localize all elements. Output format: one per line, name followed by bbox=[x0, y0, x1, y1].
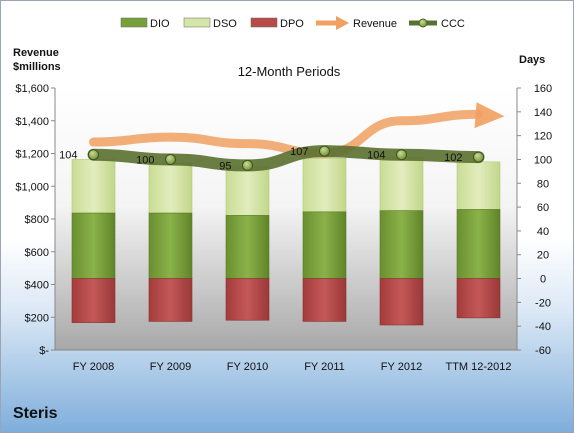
left-tick-label-4: $800 bbox=[25, 214, 49, 226]
bar-dpo-4 bbox=[379, 278, 424, 326]
left-tick-label-6: $1,200 bbox=[15, 149, 49, 161]
ccc-label-1: 100 bbox=[136, 154, 154, 166]
right-axis-label: Days bbox=[519, 54, 545, 66]
ccc-label-0: 104 bbox=[59, 150, 77, 162]
legend-label-dpo: DPO bbox=[280, 18, 304, 30]
bar-dio-2 bbox=[225, 215, 270, 279]
chart-legend: DIO DSO DPO Revenue CCC bbox=[120, 16, 465, 30]
x-tick-label-0: FY 2008 bbox=[73, 361, 114, 373]
right-tick-label-11: 160 bbox=[534, 83, 552, 95]
left-axis-label-line1: Revenue bbox=[13, 47, 59, 59]
x-tick-label-2: FY 2010 bbox=[227, 361, 268, 373]
left-tick-label-8: $1,600 bbox=[15, 83, 49, 95]
bar-dso-3 bbox=[302, 157, 347, 213]
revenue-line bbox=[89, 109, 483, 159]
ccc-marker-0 bbox=[88, 149, 99, 161]
ccc-marker-4 bbox=[396, 149, 407, 161]
legend-swatch-dso bbox=[183, 17, 211, 28]
chart-title: 12-Month Periods bbox=[238, 64, 341, 79]
bar-dio-5 bbox=[456, 209, 501, 279]
ccc-label-2: 95 bbox=[219, 160, 231, 172]
legend-swatch-dpo bbox=[250, 17, 278, 28]
bar-dio-3 bbox=[302, 211, 347, 279]
right-tick-label-8: 100 bbox=[534, 154, 552, 166]
bar-dpo-1 bbox=[148, 278, 193, 322]
bar-dpo-2 bbox=[225, 278, 270, 321]
left-tick-label-7: $1,400 bbox=[15, 116, 49, 128]
bar-dio-1 bbox=[148, 212, 193, 279]
left-tick-label-1: $200 bbox=[25, 312, 49, 324]
legend-arrowhead-revenue bbox=[336, 16, 349, 30]
right-tick-label-1: -40 bbox=[535, 321, 551, 333]
bar-dso-0 bbox=[71, 159, 116, 214]
left-tick-label-2: $400 bbox=[25, 280, 49, 292]
bar-dpo-0 bbox=[71, 278, 116, 323]
right-tick-label-6: 60 bbox=[537, 202, 549, 214]
left-axis-label-line2: $millions bbox=[13, 61, 61, 73]
legend-label-revenue: Revenue bbox=[353, 18, 397, 30]
legend-marker-ccc bbox=[418, 18, 428, 28]
ccc-label-4: 104 bbox=[367, 150, 385, 162]
right-tick-label-2: -20 bbox=[535, 297, 551, 309]
ccc-marker-2 bbox=[242, 159, 253, 171]
x-tick-label-5: TTM 12-2012 bbox=[445, 361, 511, 373]
right-tick-label-4: 20 bbox=[537, 250, 549, 262]
ccc-marker-3 bbox=[319, 145, 330, 157]
ccc-label-5: 102 bbox=[444, 152, 462, 164]
ccc-marker-1 bbox=[165, 153, 176, 165]
right-tick-label-9: 120 bbox=[534, 131, 552, 143]
legend-label-ccc: CCC bbox=[441, 18, 465, 30]
bar-dso-4 bbox=[379, 156, 424, 211]
bar-dso-5 bbox=[456, 161, 501, 210]
legend-swatch-dio bbox=[120, 17, 148, 28]
left-tick-label-3: $600 bbox=[25, 247, 49, 259]
ccc-marker-5 bbox=[473, 151, 484, 163]
bar-dio-4 bbox=[379, 210, 424, 279]
bar-dio-0 bbox=[71, 212, 116, 279]
revenue-arrowhead bbox=[474, 102, 505, 129]
right-tick-label-0: -60 bbox=[535, 345, 551, 357]
company-name: Steris bbox=[13, 405, 58, 422]
bar-dso-1 bbox=[148, 162, 193, 214]
x-tick-label-1: FY 2009 bbox=[150, 361, 191, 373]
right-tick-label-3: 0 bbox=[540, 274, 546, 286]
x-tick-label-3: FY 2011 bbox=[304, 361, 345, 373]
right-tick-label-5: 40 bbox=[537, 226, 549, 238]
bar-dpo-5 bbox=[456, 278, 501, 319]
x-tick-label-4: FY 2012 bbox=[381, 361, 422, 373]
right-tick-label-10: 140 bbox=[534, 107, 552, 119]
bar-dso-2 bbox=[225, 166, 270, 216]
left-tick-label-0: $- bbox=[39, 345, 49, 357]
right-tick-label-7: 80 bbox=[537, 178, 549, 190]
plot-area bbox=[55, 88, 517, 350]
bar-dpo-3 bbox=[302, 278, 347, 322]
ccc-label-3: 107 bbox=[290, 146, 308, 158]
legend-label-dio: DIO bbox=[150, 18, 170, 30]
legend-label-dso: DSO bbox=[213, 18, 237, 30]
left-tick-label-5: $1,000 bbox=[15, 181, 49, 193]
